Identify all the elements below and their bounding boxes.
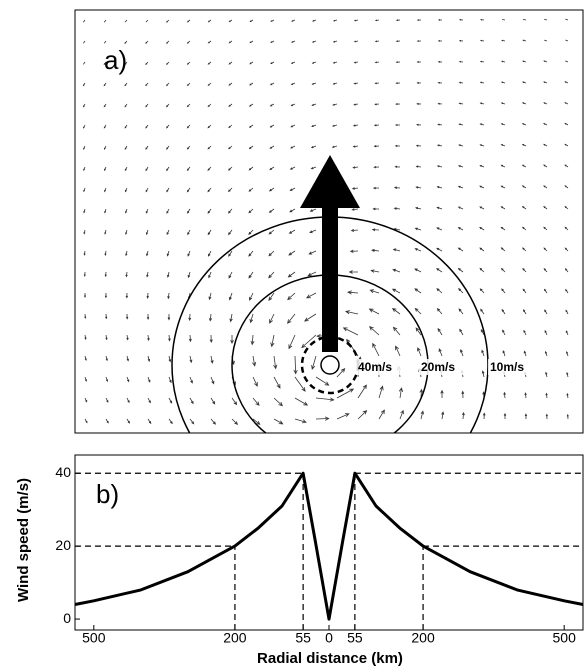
panel-a-frame bbox=[74, 9, 584, 434]
eye-circle bbox=[320, 355, 340, 375]
wind-vectors bbox=[82, 18, 569, 425]
contour-label: 10m/s bbox=[490, 360, 524, 374]
motion-arrow bbox=[300, 155, 360, 352]
contour-label-bg bbox=[419, 359, 467, 375]
panel-b: 0 20 40 500 200 55 0 55 200 500 b) bbox=[55, 464, 584, 646]
x-tick-label: 0 bbox=[325, 630, 333, 646]
x-tick-label: 200 bbox=[411, 630, 435, 646]
x-tick-label: 500 bbox=[553, 630, 577, 646]
x-tick-label: 55 bbox=[295, 630, 311, 646]
panel-b-frame bbox=[74, 454, 584, 631]
wind-profile bbox=[74, 471, 584, 621]
contour-label: 20m/s bbox=[421, 360, 455, 374]
contour-label-bg bbox=[488, 359, 536, 375]
panel-a: 40m/s 20m/s 10m/s bbox=[82, 18, 569, 433]
y-tick-label: 0 bbox=[63, 610, 71, 626]
x-tick-label: 55 bbox=[347, 630, 363, 646]
x-tick-label: 200 bbox=[223, 630, 247, 646]
y-tick-label: 20 bbox=[55, 537, 71, 553]
contour-label-bg bbox=[356, 359, 404, 375]
x-tick-label: 500 bbox=[82, 630, 106, 646]
y-axis-label: Wind speed (m/s) bbox=[15, 478, 32, 602]
panel-label: b) bbox=[96, 479, 119, 509]
contour-label: 40m/s bbox=[358, 360, 392, 374]
x-axis-label: Radial distance (km) bbox=[257, 650, 403, 667]
y-tick-label: 40 bbox=[55, 464, 71, 480]
panel-label: a) bbox=[104, 45, 127, 75]
